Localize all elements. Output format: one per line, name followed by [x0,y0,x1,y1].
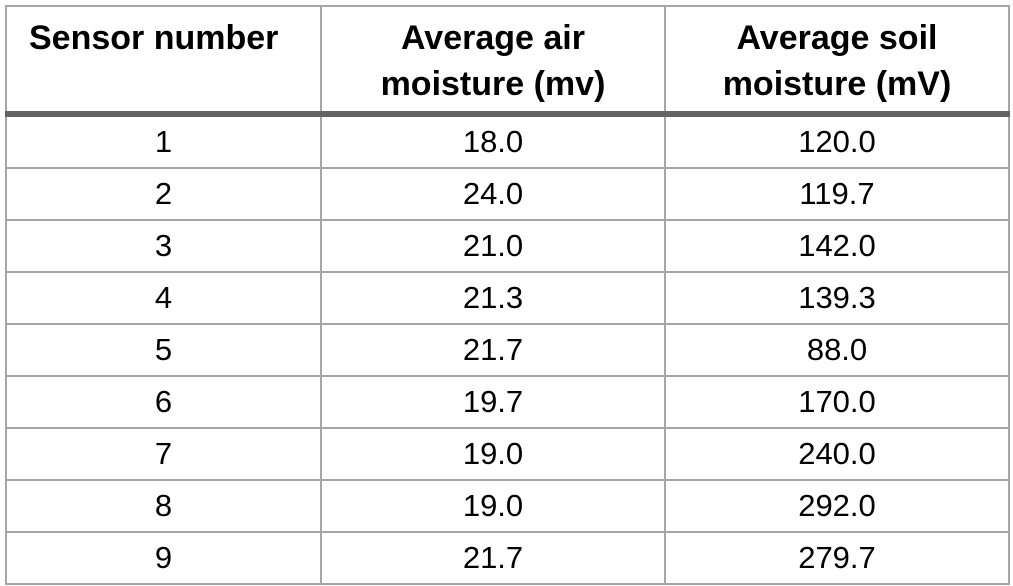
table-row: 1 18.0 120.0 [5,113,1010,169]
cell-sensor-number: 8 [5,479,322,533]
cell-sensor-number: 4 [5,271,322,325]
cell-sensor-number: 2 [5,167,322,221]
cell-air-moisture: 21.0 [320,219,666,273]
cell-air-moisture: 18.0 [320,113,666,169]
table-body: 1 18.0 120.0 2 24.0 119.7 3 21.0 142.0 4… [5,113,1010,585]
cell-sensor-number: 9 [5,531,322,585]
cell-sensor-number: 6 [5,375,322,429]
sensor-data-table: Sensor number Average air moisture (mv) … [5,5,1010,585]
column-header-label: Sensor number [29,19,279,57]
cell-soil-moisture: 279.7 [664,531,1010,585]
table-row: 6 19.7 170.0 [5,375,1010,429]
table-row: 9 21.7 279.7 [5,531,1010,585]
cell-air-moisture: 19.7 [320,375,666,429]
cell-soil-moisture: 139.3 [664,271,1010,325]
column-header-soil-moisture: Average soil moisture (mV) [664,5,1010,117]
cell-soil-moisture: 240.0 [664,427,1010,481]
table-row: 7 19.0 240.0 [5,427,1010,481]
table-row: 5 21.7 88.0 [5,323,1010,377]
column-header-label-line1: Average soil [736,19,938,57]
cell-soil-moisture: 88.0 [664,323,1010,377]
cell-air-moisture: 21.7 [320,323,666,377]
table-row: 8 19.0 292.0 [5,479,1010,533]
cell-air-moisture: 24.0 [320,167,666,221]
cell-soil-moisture: 120.0 [664,113,1010,169]
cell-sensor-number: 7 [5,427,322,481]
column-header-label-line2: moisture (mV) [722,65,952,103]
table-row: 2 24.0 119.7 [5,167,1010,221]
cell-air-moisture: 19.0 [320,479,666,533]
cell-sensor-number: 1 [5,113,322,169]
column-header-label-line2: moisture (mv) [380,65,606,103]
cell-air-moisture: 21.7 [320,531,666,585]
cell-air-moisture: 19.0 [320,427,666,481]
cell-sensor-number: 3 [5,219,322,273]
cell-soil-moisture: 142.0 [664,219,1010,273]
table-row: 3 21.0 142.0 [5,219,1010,273]
cell-soil-moisture: 170.0 [664,375,1010,429]
cell-soil-moisture: 292.0 [664,479,1010,533]
column-header-air-moisture: Average air moisture (mv) [320,5,666,117]
cell-sensor-number: 5 [5,323,322,377]
table-header-row: Sensor number Average air moisture (mv) … [5,5,1010,117]
column-header-label-line1: Average air [401,19,585,57]
cell-soil-moisture: 119.7 [664,167,1010,221]
cell-air-moisture: 21.3 [320,271,666,325]
table-row: 4 21.3 139.3 [5,271,1010,325]
sensor-table-container: Sensor number Average air moisture (mv) … [5,5,1010,585]
column-header-sensor-number: Sensor number [5,5,322,117]
